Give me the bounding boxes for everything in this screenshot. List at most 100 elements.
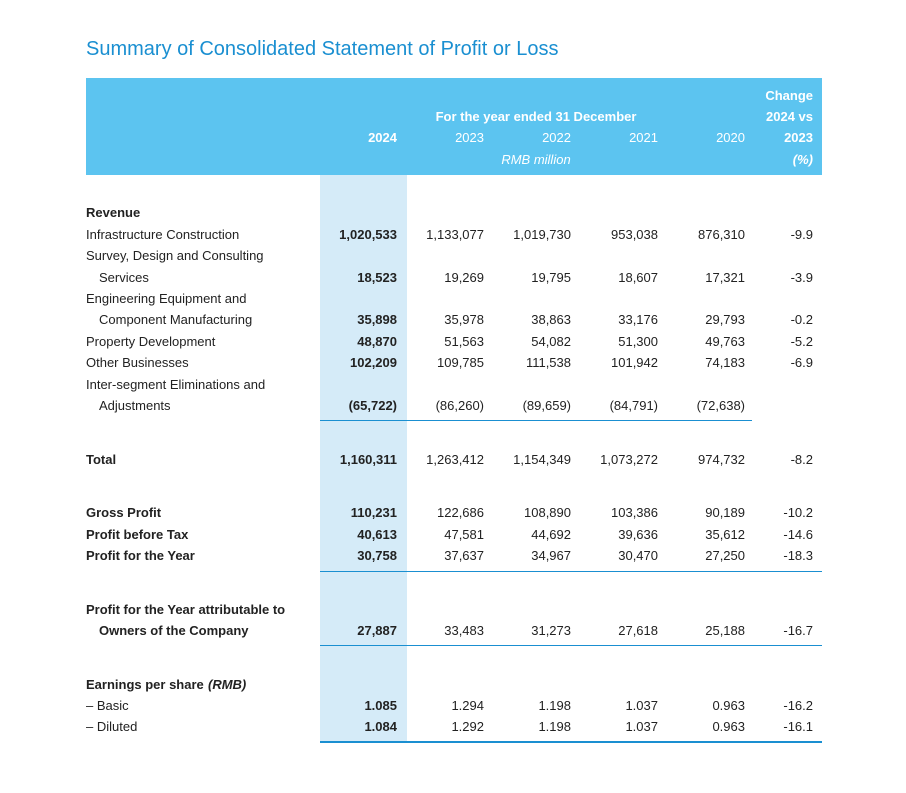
cell-value: (89,659)	[522, 398, 571, 413]
row-label: Component Manufacturing	[99, 312, 253, 327]
cell-value: 35,978	[444, 312, 484, 327]
cell-value: 1.037	[625, 719, 658, 734]
row-label: Gross Profit	[86, 505, 162, 520]
rule	[320, 420, 752, 421]
cell-value: -16.7	[783, 623, 813, 638]
cell-value: -8.2	[790, 452, 813, 467]
cell-value: 90,189	[705, 505, 745, 520]
cell-value: 1,019,730	[513, 227, 571, 242]
cell-value: 51,300	[618, 334, 658, 349]
row-label: Profit before Tax	[86, 527, 189, 542]
rule	[320, 645, 822, 646]
cell-value: 29,793	[705, 312, 745, 327]
cell-value: 110,231	[350, 505, 397, 520]
cell-value: 1,073,272	[600, 452, 658, 467]
change-header: Change	[765, 88, 813, 103]
cell-value: 1.085	[364, 698, 397, 713]
cell-value: 1.294	[451, 698, 484, 713]
cell-value: (65,722)	[348, 398, 397, 413]
column-header: 2021	[629, 130, 658, 145]
period-label: For the year ended 31 December	[435, 109, 637, 124]
cell-value: 1.084	[364, 719, 397, 734]
cell-value: 37,637	[444, 548, 484, 563]
cell-value: -16.1	[783, 719, 813, 734]
cell-value: 19,795	[531, 270, 571, 285]
cell-value: 35,898	[357, 312, 397, 327]
cell-value: 47,581	[444, 527, 484, 542]
cell-value: -14.6	[783, 527, 813, 542]
column-header: 2024	[368, 130, 397, 145]
cell-value: -16.2	[783, 698, 813, 713]
row-label: Revenue	[86, 205, 141, 220]
row-label: Other Businesses	[86, 355, 189, 370]
cell-value: 1.037	[625, 698, 658, 713]
change-header: (%)	[792, 152, 813, 167]
cell-value: 33,483	[444, 623, 484, 638]
title: Summary of Consolidated Statement of Pro…	[86, 38, 559, 60]
cell-value: 27,618	[618, 623, 658, 638]
row-label: Earnings per share	[86, 677, 204, 692]
row-label: Total	[86, 452, 117, 467]
cell-value: 44,692	[531, 527, 571, 542]
cell-value: 39,636	[618, 527, 658, 542]
row-label: Property Development	[86, 334, 216, 349]
cell-value: 33,176	[618, 312, 658, 327]
row-label: Owners of the Company	[99, 623, 249, 638]
cell-value: 108,890	[524, 505, 571, 520]
row-label: – Basic	[86, 698, 129, 713]
row-label: Services	[99, 270, 149, 285]
cell-value: 27,887	[357, 623, 397, 638]
cell-value: 1,154,349	[513, 452, 571, 467]
cell-value: 51,563	[444, 334, 484, 349]
cell-value: 34,967	[531, 548, 571, 563]
cell-value: (72,638)	[696, 398, 745, 413]
cell-value: -0.2	[790, 312, 813, 327]
cell-value: -3.9	[790, 270, 813, 285]
row-label: Adjustments	[99, 398, 171, 413]
cell-value: 35,612	[705, 527, 745, 542]
change-header: 2024 vs	[766, 109, 813, 124]
cell-value: 0.963	[712, 698, 745, 713]
cell-value: 30,470	[618, 548, 658, 563]
cell-value: 1.198	[538, 698, 571, 713]
cell-value: 102,209	[350, 355, 397, 370]
cell-value: 1,020,533	[339, 227, 397, 242]
rule	[320, 741, 822, 743]
cell-value: -5.2	[790, 334, 813, 349]
row-label: Profit for the Year	[86, 548, 195, 563]
cell-value: 1.198	[538, 719, 571, 734]
cell-value: -18.3	[783, 548, 813, 563]
change-header: 2023	[784, 130, 813, 145]
cell-value: 30,758	[357, 548, 397, 563]
column-header: 2023	[455, 130, 484, 145]
cell-value: 876,310	[698, 227, 745, 242]
row-label: Inter-segment Eliminations and	[86, 377, 266, 392]
cell-value: 18,523	[357, 270, 397, 285]
cell-value: 974,732	[698, 452, 745, 467]
cell-value: 122,686	[437, 505, 484, 520]
cell-value: 0.963	[712, 719, 745, 734]
cell-value: (86,260)	[435, 398, 484, 413]
cell-value: 18,607	[618, 270, 658, 285]
cell-value: 1.292	[451, 719, 484, 734]
unit-label: RMB million	[501, 152, 571, 167]
cell-value: 111,538	[525, 355, 571, 370]
highlight-column	[320, 175, 407, 742]
cell-value: 40,613	[357, 527, 397, 542]
cell-value: 103,386	[611, 505, 658, 520]
cell-value: 48,870	[357, 334, 397, 349]
cell-value: 953,038	[611, 227, 658, 242]
rule	[320, 571, 822, 572]
cell-value: (84,791)	[609, 398, 658, 413]
cell-value: 19,269	[444, 270, 484, 285]
row-label: Engineering Equipment and	[86, 291, 247, 306]
column-header: 2022	[542, 130, 571, 145]
cell-value: 54,082	[531, 334, 571, 349]
cell-value: -9.9	[790, 227, 813, 242]
row-label: Survey, Design and Consulting	[86, 248, 264, 263]
row-label-note: (RMB)	[208, 677, 247, 692]
cell-value: 31,273	[531, 623, 571, 638]
cell-value: 1,160,311	[339, 452, 397, 467]
cell-value: -10.2	[783, 505, 813, 520]
